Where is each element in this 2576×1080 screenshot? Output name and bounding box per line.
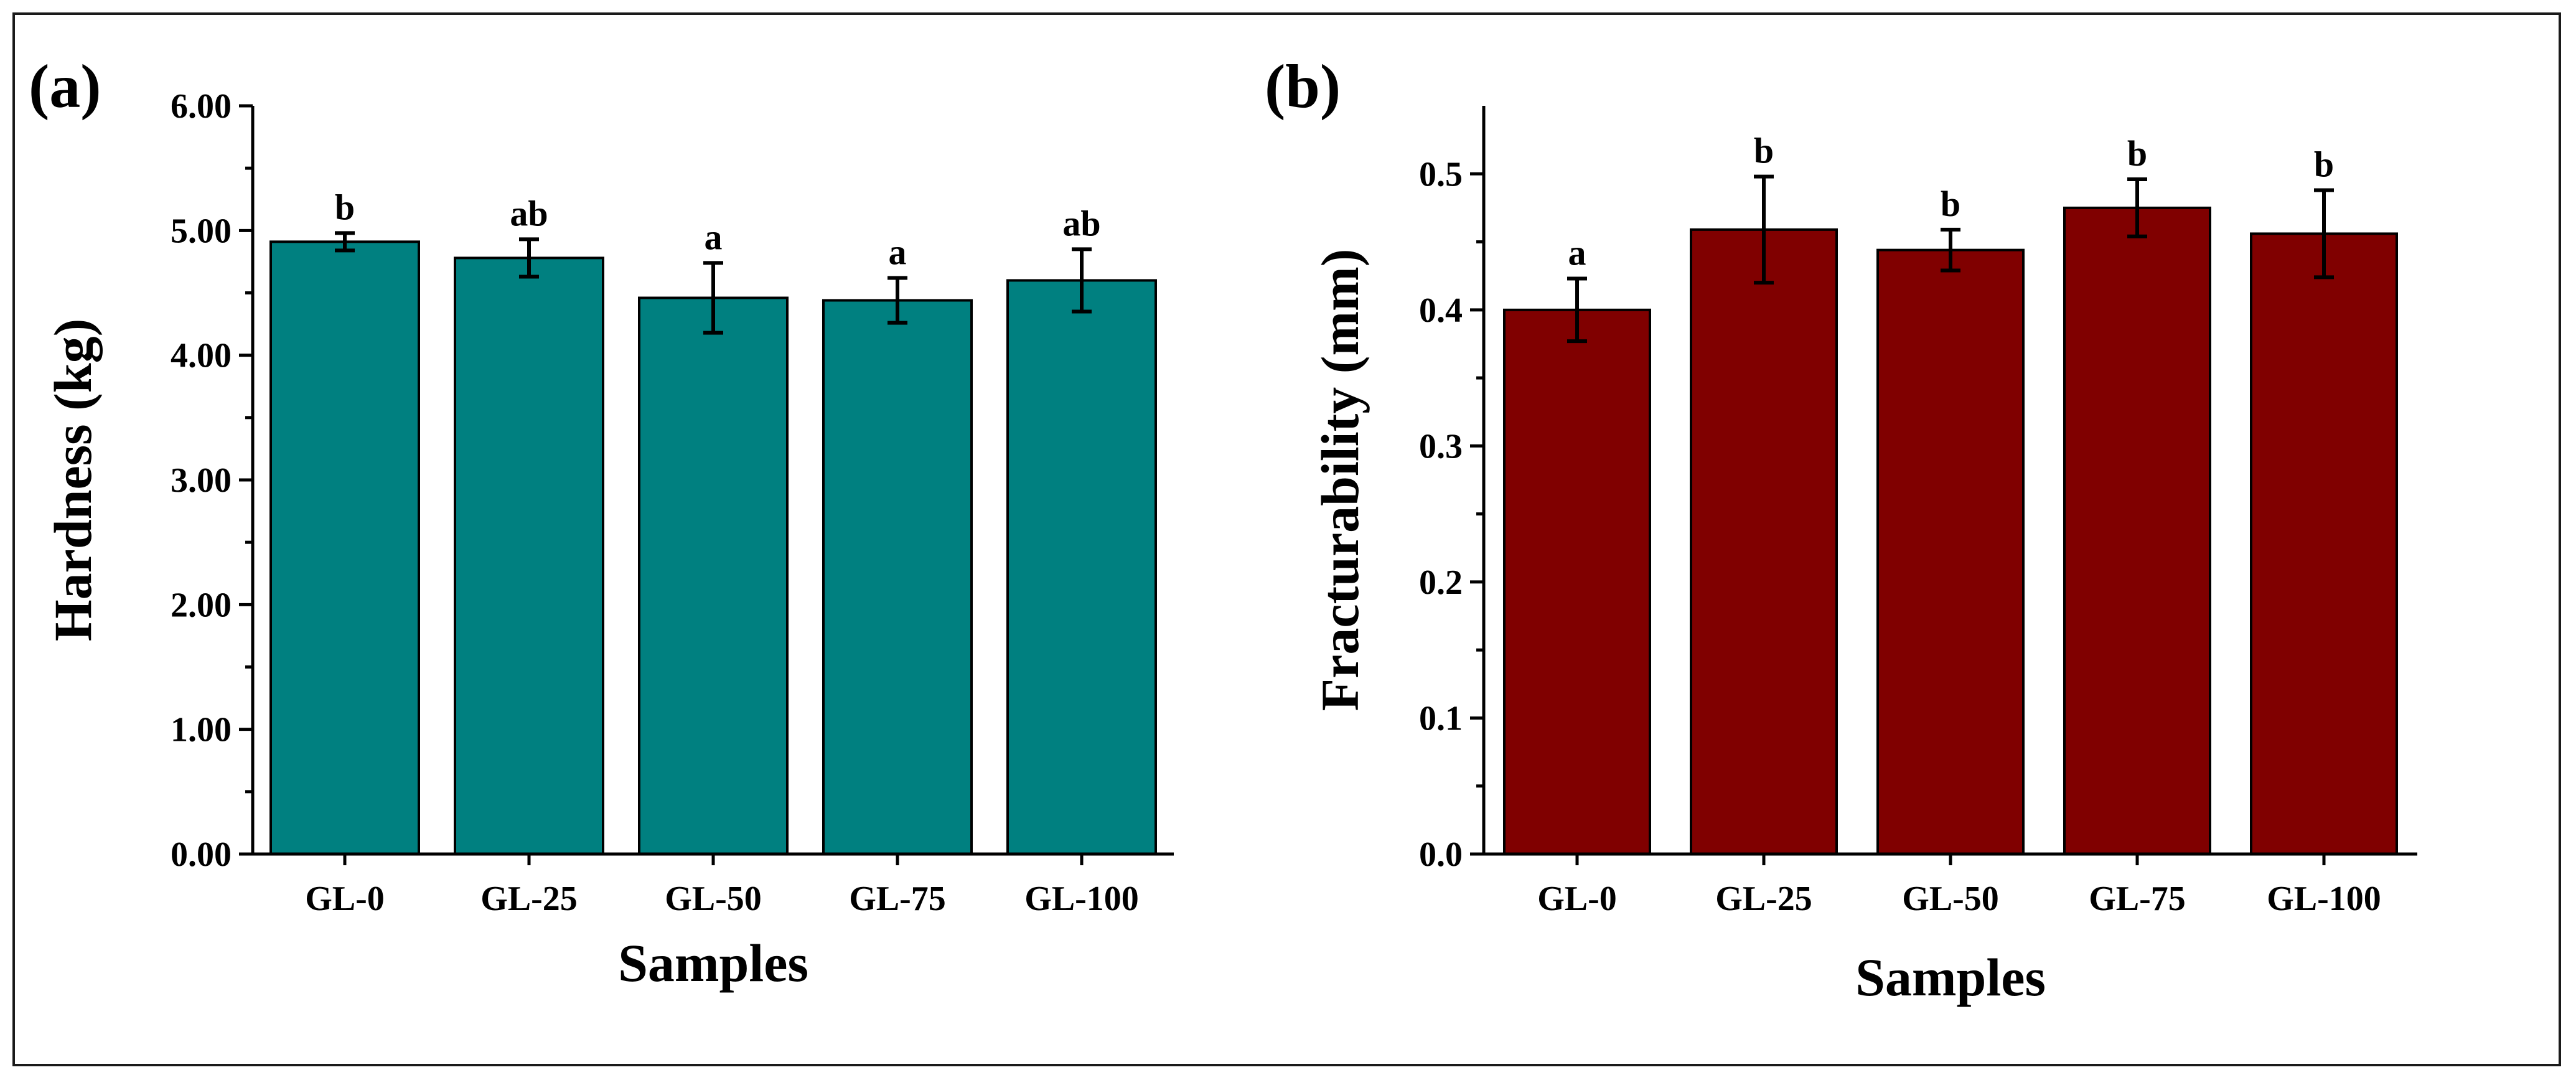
y-tick-label: 4.00: [171, 337, 232, 375]
figure-frame: (a) b GL-0 ab GL-25 a GL-50 a GL-75 ab GL-100 0.00 1…: [12, 12, 2561, 1066]
x-tick-label: GL-100: [1024, 880, 1139, 918]
x-axis-title: Samples: [1855, 947, 2046, 1007]
significance-label: a: [889, 232, 907, 272]
significance-label: b: [1754, 131, 1774, 171]
significance-label: b: [335, 187, 355, 227]
significance-label: a: [705, 217, 723, 257]
bar-gl-25: [454, 256, 604, 855]
x-tick-label: GL-25: [480, 880, 578, 918]
y-axis-title: Fracturability (mm): [1310, 249, 1370, 711]
y-tick-label: 0.4: [1419, 291, 1463, 330]
y-axis-title: Hardness (kg): [43, 319, 103, 641]
panel-label: (b): [1265, 52, 1341, 121]
y-tick-label: 0.0: [1419, 835, 1463, 874]
bar-gl-100: [1006, 279, 1157, 855]
x-tick-label: GL-25: [1715, 880, 1812, 918]
y-tick-label: 0.5: [1419, 155, 1463, 194]
error-bar-gl-75: [888, 276, 907, 325]
chart-fracturability: (b) a GL-0 b GL-25 b GL-50 b GL-75 b GL-100 0.0 0.1 0…: [1265, 52, 2417, 1007]
error-bar-gl-75: [2127, 177, 2147, 238]
y-tick-label: 5.00: [171, 212, 232, 250]
error-bar-gl-0: [335, 231, 355, 253]
error-bar-gl-100: [2314, 188, 2334, 279]
bar-gl-50: [638, 296, 789, 856]
y-tick-label: 6.00: [171, 87, 232, 126]
x-tick-label: GL-100: [2267, 880, 2381, 918]
significance-label: a: [1568, 233, 1586, 273]
x-tick-label: GL-0: [305, 880, 385, 918]
bar-gl-75: [822, 299, 973, 855]
bar-gl-50: [1876, 248, 2025, 855]
significance-label: ab: [510, 193, 548, 233]
x-tick-label: GL-75: [2089, 880, 2186, 918]
bar-gl-25: [1690, 228, 1838, 856]
x-tick-label: GL-50: [1902, 880, 1999, 918]
error-bar-gl-25: [519, 237, 539, 279]
chart-hardness: (a) b GL-0 ab GL-25 a GL-50 a GL-75 ab GL-100 0.00 1…: [29, 52, 1174, 993]
significance-label: b: [2127, 133, 2147, 174]
bar-gl-0: [1503, 308, 1651, 855]
y-tick-label: 2.00: [171, 586, 232, 624]
error-bar-gl-100: [1072, 247, 1092, 314]
panel-label: (a): [29, 52, 101, 121]
significance-label: b: [1941, 184, 1960, 224]
x-tick-label: GL-75: [849, 880, 946, 918]
y-tick-label: 3.00: [171, 461, 232, 500]
bar-gl-0: [269, 240, 420, 855]
y-tick-label: 0.1: [1419, 699, 1463, 738]
significance-label: ab: [1062, 203, 1100, 243]
y-tick-label: 1.00: [171, 711, 232, 749]
y-tick-label: 0.00: [171, 835, 232, 874]
bar-gl-75: [2063, 206, 2211, 856]
error-bar-gl-50: [703, 261, 723, 335]
error-bar-gl-50: [1941, 227, 1960, 273]
significance-label: b: [2314, 144, 2334, 184]
y-tick-label: 0.3: [1419, 427, 1463, 466]
x-axis-title: Samples: [618, 933, 808, 993]
y-tick-label: 0.2: [1419, 563, 1463, 602]
error-bar-gl-0: [1567, 276, 1587, 344]
x-tick-label: GL-0: [1537, 880, 1617, 918]
x-tick-label: GL-50: [665, 880, 762, 918]
bar-gl-100: [2250, 232, 2398, 855]
figure-canvas: (a)bGL-0abGL-25aGL-50aGL-75abGL-1000.001…: [29, 52, 2417, 1007]
error-bar-gl-25: [1754, 174, 1774, 285]
